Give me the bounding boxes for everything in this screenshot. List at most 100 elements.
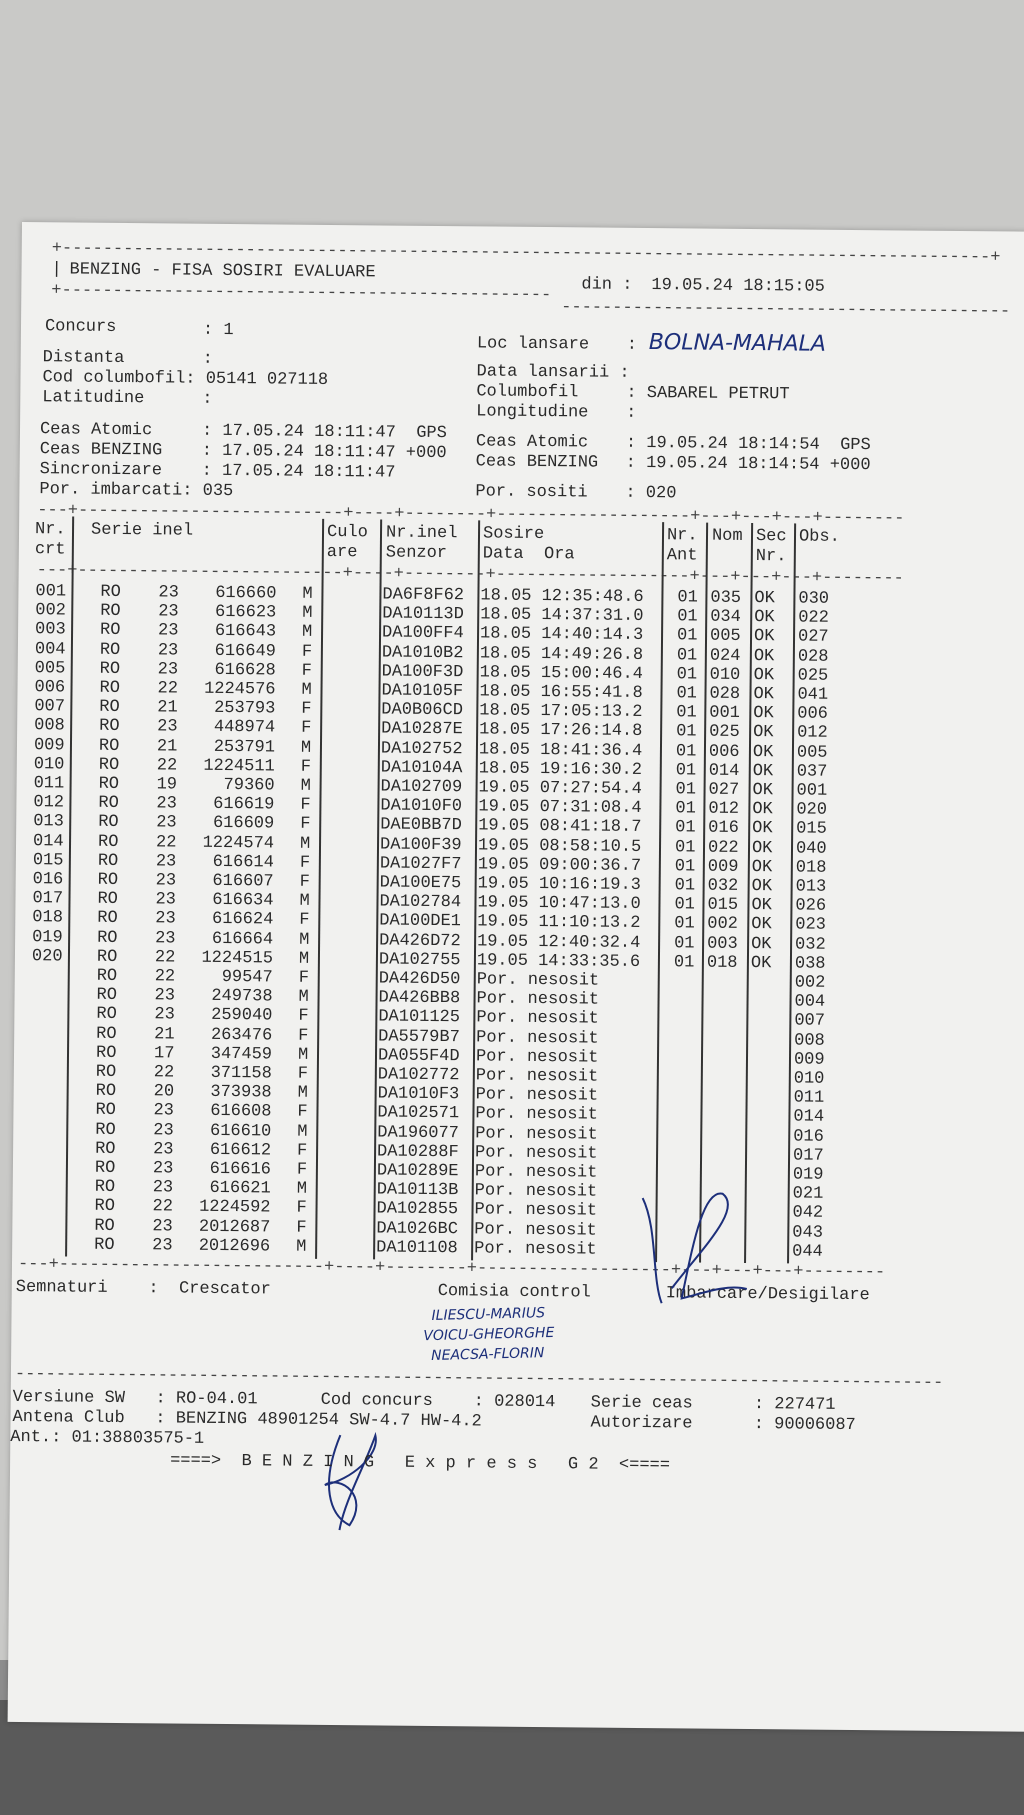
ring-number: 1224574 (202, 833, 275, 854)
ring-country: RO (99, 659, 121, 679)
sensor-ring: DA10289E (376, 1161, 459, 1182)
ring-number: 616607 (212, 871, 274, 892)
nom-value: 032 (707, 876, 739, 896)
sex: F (297, 1103, 308, 1123)
ring-number: 79360 (223, 775, 275, 796)
handwritten-name: VOICU-GHEORGHE (423, 1324, 555, 1345)
sensor-ring: DA426D50 (378, 969, 461, 990)
obs-value: 037 (796, 762, 828, 782)
ring-country: RO (96, 947, 118, 967)
arrival-time: Por. nesosit (476, 1027, 599, 1049)
ring-country: RO (94, 1235, 115, 1255)
ring-year: 21 (154, 1024, 175, 1045)
cod-columbofil-label: Cod columbofil (42, 368, 186, 389)
sec-status: OK (752, 761, 774, 782)
sensor-ring: DA426BB8 (378, 988, 461, 1009)
sec-status: OK (751, 838, 773, 858)
sensor-ring: DA10113B (376, 1180, 459, 1201)
sec-status: OK (751, 857, 773, 878)
sensor-ring: DA1010F3 (377, 1084, 460, 1105)
sex: F (296, 1199, 307, 1219)
sensor-ring: DA100F39 (379, 835, 462, 855)
ring-year: 23 (157, 717, 178, 737)
sensor-ring: DA102709 (380, 777, 463, 798)
sex: F (297, 1064, 309, 1084)
header-ant: Ant (666, 546, 698, 566)
ring-year: 23 (152, 1178, 174, 1198)
obs-value: 026 (795, 896, 827, 916)
report-date: 19.05.24 18:15:05 (651, 276, 825, 297)
nom-value: 027 (708, 780, 740, 800)
antenna-number: 01 (674, 895, 695, 915)
sensor-ring: DA426D72 (379, 931, 461, 951)
ring-number: 616610 (209, 1121, 272, 1142)
obs-value: 042 (792, 1203, 824, 1224)
sec-status: OK (753, 646, 775, 666)
obs-value: 032 (795, 935, 826, 955)
nom-value: 022 (707, 838, 739, 858)
arrival-time: Por. nesosit (475, 1047, 599, 1068)
row-number: 009 (33, 735, 65, 756)
sensor-ring: DA196077 (377, 1123, 459, 1143)
handwritten-name: NEACSA-FLORIN (430, 1345, 545, 1364)
por-imbarcati: Por. imbarcati: 035 (39, 480, 234, 502)
ceas-benzing-value: : 17.05.24 18:11:47 +000 (201, 441, 447, 464)
nom-value: 018 (706, 953, 738, 973)
antenna-number: 01 (674, 837, 696, 858)
ceas-atomic-right-source: GPS (840, 435, 871, 456)
sensor-ring: DA100FF4 (381, 623, 464, 644)
distanta-colon: : (202, 349, 213, 369)
obs-value: 043 (792, 1223, 824, 1243)
row-number: 012 (33, 793, 65, 813)
ring-number: 616608 (210, 1102, 272, 1122)
sex: M (297, 1083, 308, 1103)
benzing-express-banner: ====> B E N Z I N G E x p r e s s G 2 <=… (170, 1451, 671, 1476)
ring-year: 23 (152, 1216, 173, 1237)
obs-value: 017 (792, 1146, 824, 1166)
ring-country: RO (97, 889, 118, 910)
sec-status: OK (751, 896, 772, 916)
row-number: 005 (34, 658, 66, 679)
loc-lansare-colon: : (626, 335, 638, 355)
sec-status: OK (752, 781, 774, 801)
ring-country: RO (96, 985, 118, 1006)
row-number: 003 (34, 620, 66, 640)
row-number: 011 (33, 774, 65, 794)
ring-country: RO (98, 736, 120, 756)
ring-number: 253791 (213, 737, 276, 758)
sec-status: OK (753, 665, 775, 686)
semnaturi: Semnaturi : Crescator (15, 1277, 271, 1300)
obs-value: 001 (796, 781, 828, 801)
serie-ceas: Serie ceas : 227471 (590, 1393, 836, 1415)
sec-status: OK (752, 800, 773, 820)
obs-value: 014 (793, 1107, 825, 1128)
cod-concurs: Cod concurs : 028014 (320, 1390, 556, 1413)
antenna-number: 01 (676, 703, 697, 723)
antena-club-value: BENZING 48901254 SW-4.7 HW-4.2 (175, 1409, 482, 1432)
ring-country: RO (96, 1005, 117, 1025)
obs-value: 004 (794, 992, 826, 1012)
columbofil-label: Columbofil (476, 382, 579, 403)
sex: F (296, 1160, 308, 1180)
autorizare: Autorizare : 90006087 (590, 1413, 856, 1436)
por-imbarcati-value: 035 (202, 481, 234, 502)
arrival-report-sheet: +---------------------------------------… (7, 222, 1024, 1732)
sex: M (299, 930, 310, 950)
ring-number: 1224515 (201, 948, 274, 969)
header-obs: Obs. (798, 527, 840, 547)
ring-number: 616621 (209, 1179, 271, 1199)
ring-year: 23 (155, 909, 176, 929)
antenna-id: Ant.: 01:38803575-1 (10, 1427, 205, 1449)
divider: +---------------------------------------… (51, 282, 552, 305)
ring-number: 616660 (215, 583, 277, 604)
sex: M (301, 623, 313, 643)
ring-year: 22 (155, 832, 177, 853)
obs-value: 038 (794, 954, 826, 974)
antenna-number: 01 (675, 780, 697, 800)
antenna-number: 01 (675, 818, 696, 838)
sex: M (296, 1179, 308, 1199)
ceas-atomic-value: : 17.05.24 18:11:47 GPS (201, 421, 447, 444)
obs-value: 020 (796, 800, 828, 820)
sensor-ring: DA102772 (377, 1065, 460, 1086)
nom-value: 025 (709, 723, 740, 743)
